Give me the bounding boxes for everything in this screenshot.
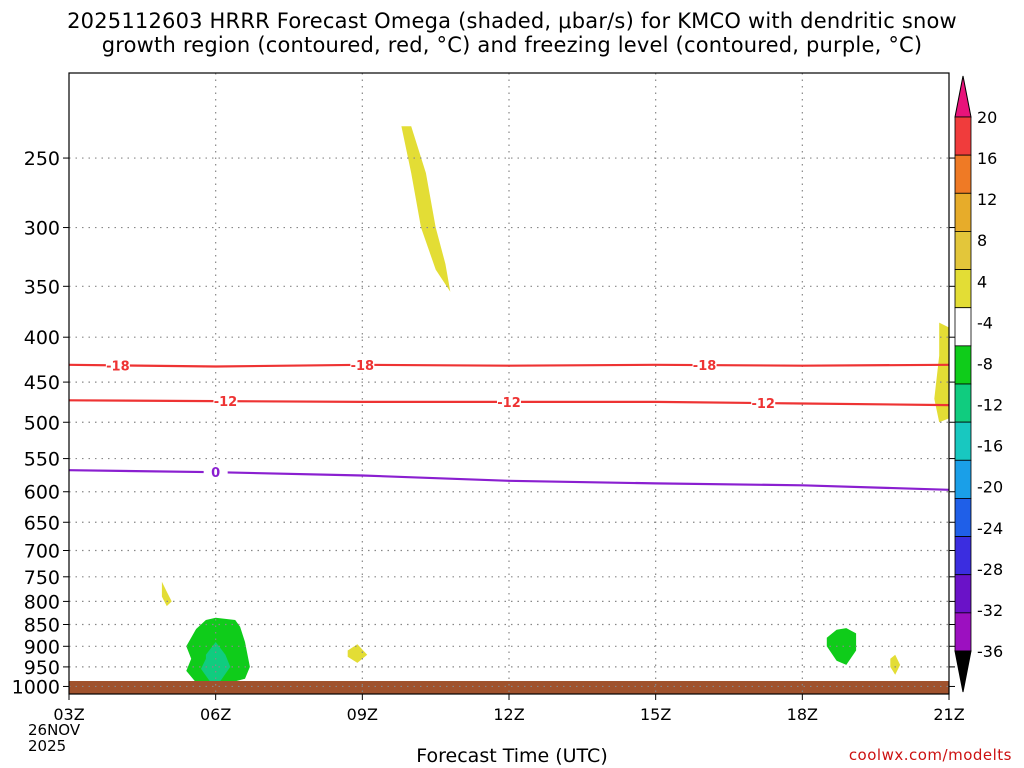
- colorbar-label-5: -4: [977, 313, 993, 332]
- isotherm-label: -12: [214, 395, 238, 410]
- omega-region-2: [161, 581, 172, 607]
- isotherm-label: -12: [497, 396, 521, 411]
- isotherm-label-bg: [692, 357, 717, 374]
- y-tick-label-700: 700: [24, 541, 60, 563]
- colorbar-label-12: -32: [977, 601, 1003, 620]
- y-tick-label-900: 900: [24, 636, 60, 658]
- isotherm-label: -12: [751, 397, 775, 412]
- chart-title-line-2: growth region (contoured, red, °C) and f…: [101, 33, 923, 57]
- colorbar-label-11: -28: [977, 560, 1003, 579]
- x-tick-label-21Z: 21Z: [933, 705, 964, 724]
- y-tick-label-250: 250: [24, 148, 60, 170]
- y-tick-label-850: 850: [24, 615, 60, 637]
- colorbar-swatch-7: [954, 345, 972, 385]
- isotherm-line-2: [68, 469, 950, 491]
- ground-band: [69, 681, 949, 694]
- omega-region-7: [826, 628, 857, 665]
- y-tick-label-500: 500: [24, 412, 60, 434]
- y-tick-label-550: 550: [24, 449, 60, 471]
- y-tick-label-1000: 1000: [12, 676, 60, 698]
- omega-region-4: [890, 654, 901, 675]
- y-tick-label-400: 400: [24, 327, 60, 349]
- x-axis-label: Forecast Time (UTC): [416, 745, 608, 767]
- colorbar-label-10: -24: [977, 519, 1003, 538]
- colorbar-label-8: -16: [977, 437, 1003, 456]
- gridlines: [69, 73, 949, 694]
- colorbar-swatch-10: [954, 459, 972, 499]
- isotherm-label: -18: [106, 359, 130, 374]
- colorbar-label-3: 8: [977, 231, 987, 250]
- colorbar-label-6: -8: [977, 354, 993, 373]
- colorbar: 20 16 12 8 4 -4 -8 -12 -16 -20 -24 -28 -32 -36: [954, 75, 1003, 693]
- colorbar-swatch-3: [954, 192, 972, 232]
- x-tick-label-18Z: 18Z: [787, 705, 818, 724]
- isotherm-line-0: [68, 363, 950, 368]
- isotherm-label: -18: [351, 359, 375, 374]
- y-tick-label-800: 800: [24, 591, 60, 613]
- y-tick-label-450: 450: [24, 372, 60, 394]
- colorbar-label-2: 12: [977, 190, 997, 209]
- colorbar-swatch-14: [954, 612, 972, 652]
- x-axis: 03Z 06Z 09Z 12Z 15Z 18Z 21Z: [53, 694, 965, 724]
- isotherm-label-bg: [751, 395, 776, 412]
- colorbar-swatch-9: [954, 421, 972, 461]
- colorbar-swatch-11: [954, 498, 972, 537]
- x-tick-label-15Z: 15Z: [640, 705, 671, 724]
- isotherm-label-bg: [203, 464, 228, 481]
- y-tick-label-600: 600: [24, 482, 60, 504]
- start-date-year: 2025: [28, 737, 67, 755]
- source-credit: coolwx.com/modelts: [848, 746, 1012, 764]
- y-tick-label-350: 350: [24, 276, 60, 298]
- colorbar-label-1: 16: [977, 149, 997, 168]
- x-tick-label-09Z: 09Z: [347, 705, 378, 724]
- colorbar-swatch-2: [954, 154, 972, 194]
- y-tick-label-950: 950: [24, 657, 60, 679]
- isotherm-label: -18: [693, 359, 717, 374]
- isotherm-label-bg: [213, 393, 238, 410]
- colorbar-bottom-arrow: [954, 650, 972, 693]
- omega-region-1: [934, 322, 949, 423]
- y-axis: 2503003504004505005506006507007508008509…: [12, 148, 955, 698]
- y-tick-label-650: 650: [24, 512, 60, 534]
- isotherm-label-bg: [350, 356, 375, 373]
- isotherm-label: 0: [211, 466, 220, 481]
- x-tick-label-12Z: 12Z: [493, 705, 524, 724]
- colorbar-swatch-8: [954, 383, 972, 423]
- colorbar-label-13: -36: [977, 642, 1003, 661]
- omega-region-0: [401, 126, 451, 292]
- colorbar-swatch-6: [954, 307, 972, 347]
- colorbar-label-7: -12: [977, 396, 1003, 415]
- colorbar-swatch-5: [954, 269, 972, 309]
- isotherm-contours: -18 -18 -18 -12 -12 -12 0: [68, 356, 950, 491]
- omega-shaded-regions: [161, 126, 949, 685]
- isotherm-label-bg: [105, 357, 130, 374]
- isotherm-label-bg: [497, 393, 521, 410]
- x-tick-label-06Z: 06Z: [200, 705, 231, 724]
- chart-title-line-1: 2025112603 HRRR Forecast Omega (shaded, …: [67, 9, 957, 33]
- colorbar-label-9: -20: [977, 478, 1003, 497]
- x-tick-label-03Z: 03Z: [53, 705, 84, 724]
- colorbar-label-0: 20: [977, 108, 997, 127]
- start-date-day: 26NOV: [28, 721, 81, 739]
- colorbar-swatch-12: [954, 536, 972, 576]
- y-tick-label-750: 750: [24, 567, 60, 589]
- colorbar-top-arrow: [954, 75, 972, 118]
- colorbar-swatch-1: [954, 116, 972, 156]
- start-date-label: 26NOV 2025: [28, 722, 80, 754]
- colorbar-swatch-4: [954, 231, 972, 270]
- omega-region-6: [201, 642, 231, 683]
- y-tick-label-300: 300: [24, 218, 60, 240]
- colorbar-swatch-13: [954, 574, 972, 614]
- omega-region-3: [347, 644, 368, 663]
- colorbar-label-4: 4: [977, 272, 987, 291]
